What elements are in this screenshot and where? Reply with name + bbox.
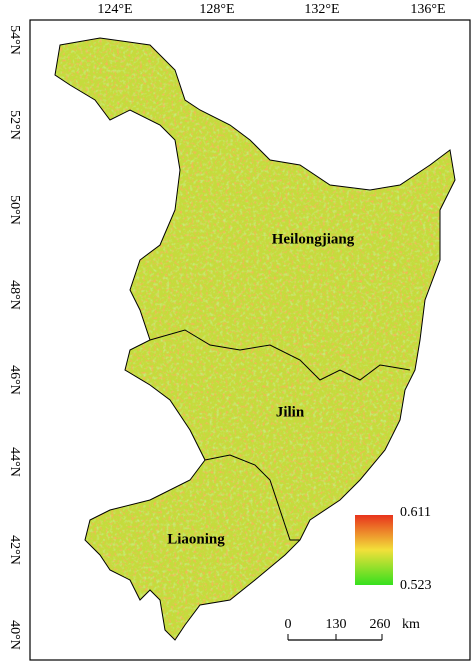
region-label: Heilongjiang xyxy=(272,231,355,247)
latitude-label: 54°N xyxy=(7,25,22,55)
longitude-label: 136°E xyxy=(410,2,445,17)
legend-min: 0.523 xyxy=(400,578,432,593)
scale-label: 260 xyxy=(370,617,391,632)
latitude-label: 48°N xyxy=(7,280,22,310)
scale-label: 0 xyxy=(285,617,292,632)
latitude-labels: 54°N 52°N 50°N 48°N 46°N 44°N 42°N 40°N xyxy=(7,25,22,650)
latitude-label: 42°N xyxy=(7,535,22,565)
latitude-label: 50°N xyxy=(7,195,22,225)
province-border xyxy=(149,329,411,381)
longitude-label: 128°E xyxy=(199,2,234,17)
scale-unit: km xyxy=(402,617,420,632)
region-label: Jilin xyxy=(276,404,305,420)
province-border xyxy=(204,454,300,541)
latitude-label: 52°N xyxy=(7,110,22,140)
legend-colorbar xyxy=(355,515,393,585)
raster xyxy=(55,38,455,640)
latitude-label: 44°N xyxy=(7,447,22,477)
longitude-label: 124°E xyxy=(97,2,132,17)
legend-max: 0.611 xyxy=(400,505,431,520)
map-frame xyxy=(29,19,471,661)
latitude-label: 46°N xyxy=(7,365,22,395)
latitude-label: 40°N xyxy=(7,620,22,650)
region-label: Liaoning xyxy=(167,531,225,547)
longitude-label: 132°E xyxy=(304,2,339,17)
scale-bar xyxy=(287,634,383,641)
scale-label: 130 xyxy=(326,617,347,632)
